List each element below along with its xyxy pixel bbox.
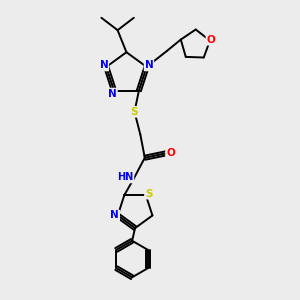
Text: N: N bbox=[100, 60, 108, 70]
Text: HN: HN bbox=[117, 172, 134, 182]
Text: N: N bbox=[108, 88, 117, 98]
Text: N: N bbox=[145, 60, 153, 70]
Text: N: N bbox=[110, 211, 119, 220]
Text: O: O bbox=[166, 148, 175, 158]
Text: S: S bbox=[145, 189, 152, 199]
Text: O: O bbox=[206, 35, 215, 45]
Text: S: S bbox=[131, 107, 138, 117]
